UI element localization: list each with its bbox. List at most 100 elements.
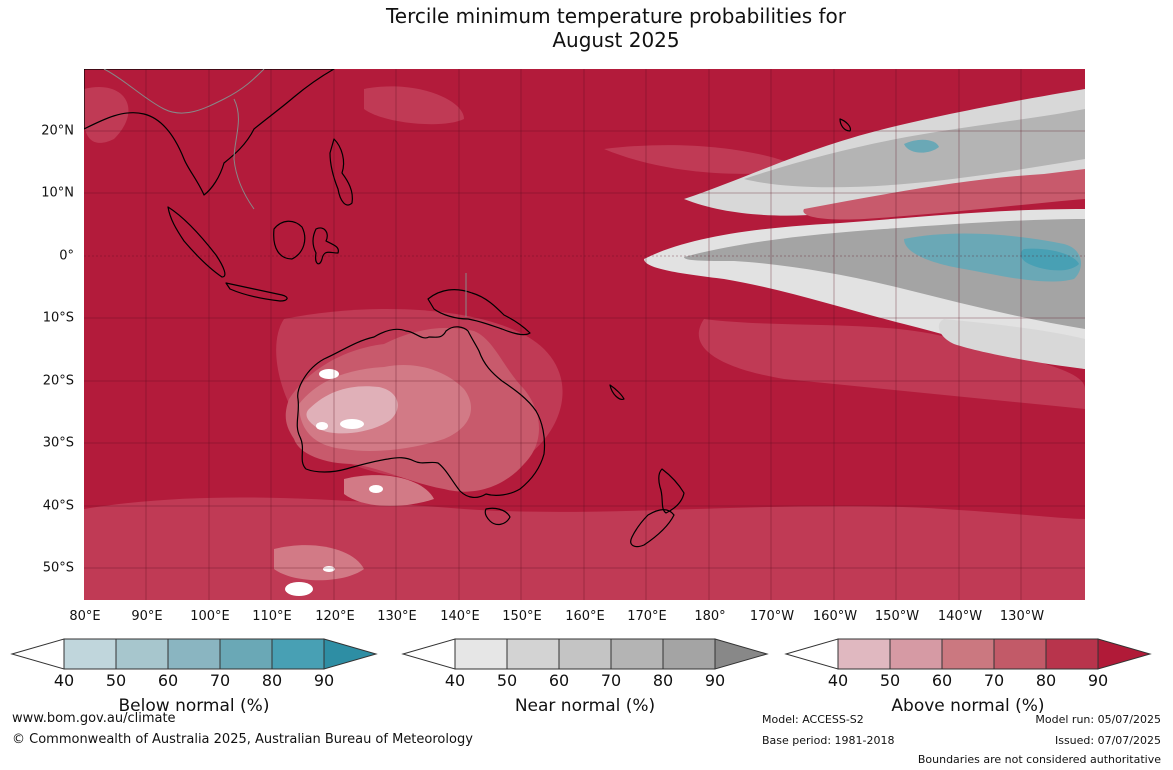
model-name: Model: ACCESS-S2 — [762, 713, 864, 726]
pacific-below-normal-north — [904, 139, 939, 153]
tick-label: 90 — [313, 671, 335, 690]
mainland-asia-coastline — [84, 69, 335, 196]
colorbar-swatch — [610, 638, 664, 670]
graticule — [84, 69, 1085, 600]
tick-label: 40 — [827, 671, 849, 690]
lon-label-100e: 100°E — [190, 609, 230, 624]
tick-label: 60 — [548, 671, 570, 690]
lat-label-30s: 30°S — [42, 435, 74, 451]
map-title-line-1: Tercile minimum temperature probabilitie… — [385, 4, 847, 28]
new-guinea-coastline — [427, 289, 531, 336]
colorbar-swatch — [219, 638, 273, 670]
colorbar-label-near-normal: Near normal (%) — [514, 696, 656, 716]
colorbar-swatch — [1045, 638, 1099, 670]
new-zealand-south-coastline — [630, 509, 675, 548]
tick-label: 50 — [879, 671, 901, 690]
issued-date: Issued: 07/07/2025 — [1054, 734, 1161, 747]
colorbar-swatch — [558, 638, 612, 670]
tick-label: 80 — [1035, 671, 1057, 690]
sumatra-coastline — [167, 206, 226, 278]
colorbar-near-normal: 40 50 60 70 80 90 Near normal (%) — [401, 638, 769, 718]
coastlines — [84, 69, 851, 548]
lon-label-160e: 160°E — [565, 609, 605, 624]
lon-label-130e: 130°E — [377, 609, 417, 624]
lat-label-20s: 20°S — [42, 373, 74, 389]
country-borders — [103, 69, 467, 317]
lon-label-120e: 120°E — [315, 609, 355, 624]
colorbar-swatch — [323, 638, 378, 670]
colorbar-near-normal-swatches — [401, 638, 769, 670]
lat-label-10n: 10°N — [41, 185, 74, 201]
lon-label-180: 180° — [694, 609, 726, 624]
lon-label-150e: 150°E — [502, 609, 542, 624]
colorbar-swatch — [271, 638, 325, 670]
lon-label-90e: 90°E — [131, 609, 163, 624]
pacific-near-normal-south-tail — [938, 319, 1085, 369]
tick-label: 70 — [600, 671, 622, 690]
lon-label-130w: 130°W — [999, 609, 1045, 624]
colorbar-swatch — [454, 638, 508, 670]
lon-label-170e: 170°E — [627, 609, 667, 624]
lat-label-0: 0° — [59, 248, 74, 264]
model-run-date: Model run: 05/07/2025 — [1035, 713, 1161, 726]
colorbar-below-normal-swatches — [10, 638, 378, 670]
new-zealand-north-coastline — [658, 468, 685, 514]
near-normal-specks-australia — [316, 369, 364, 430]
colorbar-swatch — [993, 638, 1047, 670]
lon-label-150w: 150°W — [874, 609, 920, 624]
map-title-line-2: August 2025 — [552, 28, 680, 52]
lat-label-20n: 20°N — [41, 123, 74, 139]
tick-label: 50 — [105, 671, 127, 690]
colorbar-swatch — [714, 638, 769, 670]
tasmania-coastline — [484, 507, 511, 526]
colorbar-swatch — [889, 638, 943, 670]
new-caledonia-coastline — [609, 384, 625, 400]
southern-ocean-light-patches — [274, 475, 434, 581]
colorbar-swatch — [506, 638, 560, 670]
philippines-coastline — [329, 138, 353, 206]
colorbar-swatch — [167, 638, 221, 670]
southern-ocean-white-specks — [285, 485, 383, 596]
borneo-coastline — [273, 220, 306, 260]
pacific-above-normal-strip — [803, 169, 1085, 220]
lon-label-140w: 140°W — [937, 609, 983, 624]
colorbar-swatch — [63, 638, 117, 670]
tick-label: 40 — [53, 671, 75, 690]
colorbar-above-normal-swatches — [784, 638, 1152, 670]
lat-label-50s: 50°S — [42, 560, 74, 576]
tick-label: 90 — [704, 671, 726, 690]
pacific-below-normal-core — [1020, 248, 1079, 271]
australia-coastline — [296, 326, 546, 498]
tick-label: 80 — [652, 671, 674, 690]
tick-label: 50 — [496, 671, 518, 690]
tick-label: 70 — [983, 671, 1005, 690]
colorbar-above-normal: 40 50 60 70 80 90 Above normal (%) — [784, 638, 1152, 718]
colorbar-swatch — [662, 638, 716, 670]
tick-label: 40 — [444, 671, 466, 690]
tick-label: 90 — [1087, 671, 1109, 690]
probability-map — [84, 69, 1085, 600]
colorbar-swatch — [1097, 638, 1152, 670]
lon-label-110e: 110°E — [252, 609, 292, 624]
sulawesi-coastline — [312, 227, 339, 265]
hawaii-coastline — [839, 118, 851, 132]
colorbar-swatch — [115, 638, 169, 670]
base-period: Base period: 1981-2018 — [762, 734, 895, 747]
colorbar-label-above-normal: Above normal (%) — [891, 696, 1045, 716]
colorbar-swatch — [941, 638, 995, 670]
colorbar-label-below-normal: Below normal (%) — [118, 696, 270, 716]
lon-label-80e: 80°E — [69, 609, 101, 624]
tick-label: 80 — [261, 671, 283, 690]
tick-label: 60 — [157, 671, 179, 690]
colorbar-swatch — [837, 638, 891, 670]
lon-label-170w: 170°W — [749, 609, 795, 624]
copyright-notice: © Commonwealth of Australia 2025, Austra… — [12, 732, 473, 747]
lat-label-40s: 40°S — [42, 498, 74, 514]
boundaries-disclaimer: Boundaries are not considered authoritat… — [917, 753, 1161, 766]
website-link[interactable]: www.bom.gov.au/climate — [12, 711, 176, 726]
pacific-below-normal-region — [904, 233, 1081, 282]
tick-label: 60 — [931, 671, 953, 690]
lon-label-160w: 160°W — [812, 609, 858, 624]
australia-above-normal-50 — [306, 386, 398, 434]
colorbar-below-normal: 40 50 60 70 80 90 Below normal (%) — [10, 638, 378, 718]
